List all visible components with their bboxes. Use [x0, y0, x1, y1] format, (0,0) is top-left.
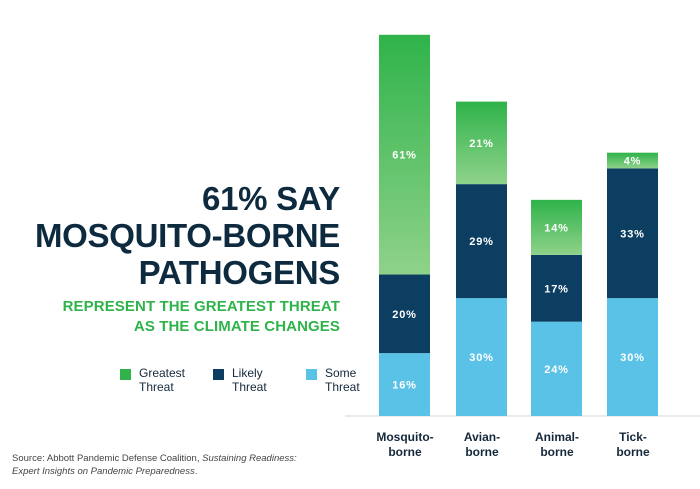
data-label-likely-4: 33% — [620, 228, 644, 240]
bar-segment-greatest-3 — [531, 199, 582, 255]
category-label-2: Avian-borne — [464, 430, 500, 459]
source-suffix: . — [194, 466, 198, 477]
data-label-likely-2: 29% — [469, 236, 493, 248]
data-label-some-3: 24% — [544, 364, 568, 376]
bar-segment-likely-4 — [607, 168, 658, 299]
bar-segment-some-3 — [531, 321, 582, 416]
bar-segment-some-2 — [456, 298, 507, 416]
headline-line-2: MOSQUITO-BORNE — [34, 217, 340, 254]
category-labels: Mosquito-borne Avian-borne Animal-borne Tic… — [376, 430, 650, 459]
data-label-some-2: 30% — [469, 352, 493, 364]
legend-swatch-greatest — [120, 369, 131, 380]
bar-segment-some-4 — [607, 298, 658, 416]
subhead-line-1: REPRESENT THE GREATEST THREAT — [62, 298, 340, 315]
bar-segment-greatest-4 — [607, 152, 658, 169]
headline-line-3: PATHOGENS — [138, 254, 341, 291]
data-label-greatest-4: 4% — [624, 156, 642, 168]
headline-line-1: 61% SAY — [202, 180, 340, 217]
subhead-line-2: AS THE CLIMATE CHANGES — [133, 318, 340, 335]
headline: 61% SAY MOSQUITO-BORNE PATHOGENS — [35, 180, 340, 291]
bar-segment-some-1 — [379, 353, 430, 416]
legend-label-greatest: Greatest Threat — [139, 366, 186, 394]
legend-item-likely: Likely Threat — [213, 366, 306, 394]
legend-swatch-likely — [213, 369, 224, 380]
source-title: Sustaining Readiness: Expert Insights on… — [12, 453, 297, 477]
bar-segment-likely-1 — [379, 274, 430, 354]
legend-swatch-some — [306, 369, 317, 380]
category-label-1: Mosquito-borne — [376, 430, 433, 459]
legend-label-some: Some Threat — [325, 366, 360, 394]
data-label-greatest-2: 21% — [469, 138, 493, 150]
source-note: Source: Abbott Pandemic Defense Coalitio… — [12, 452, 302, 478]
source-prefix: Source: Abbott Pandemic Defense Coalitio… — [12, 453, 203, 464]
category-label-3: Animal-borne — [535, 430, 579, 459]
data-label-greatest-1: 61% — [392, 150, 416, 162]
bar-segment-likely-3 — [531, 254, 582, 322]
data-label-likely-3: 17% — [544, 283, 568, 295]
legend-item-some: Some Threat — [306, 366, 399, 394]
chart-legend: Greatest Threat Likely Threat Some Threa… — [120, 366, 399, 394]
data-label-some-4: 30% — [620, 352, 644, 364]
subhead: REPRESENT THE GREATEST THREAT AS THE CLI… — [63, 297, 340, 337]
category-label-4: Tick-borne — [616, 430, 650, 459]
bar-segment-greatest-1 — [379, 34, 430, 275]
legend-label-likely: Likely Threat — [232, 366, 267, 394]
legend-item-greatest: Greatest Threat — [120, 366, 213, 394]
data-label-some-1: 16% — [392, 380, 416, 392]
bar-segment-greatest-2 — [456, 101, 507, 185]
bar-segment-likely-2 — [456, 184, 507, 299]
data-label-greatest-3: 14% — [544, 222, 568, 234]
data-label-likely-1: 20% — [392, 309, 416, 321]
chart-bars: 16% 20% 61% 30% 29% 21% 24% 17% 14% 30% 33% 4% — [379, 34, 658, 416]
